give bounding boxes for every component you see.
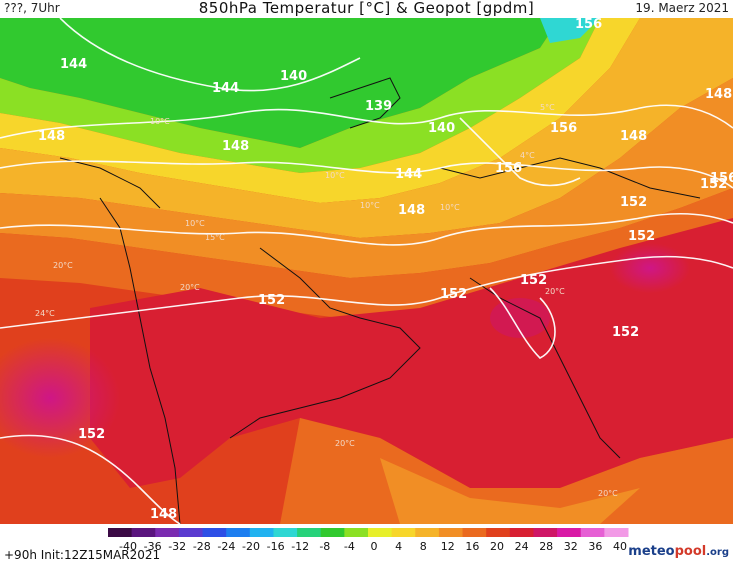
map-header: ???, 7Uhr 850hPa Temperatur [°C] & Geopo… [0,0,733,18]
colorbar-swatch [273,528,298,537]
logo-text-pool: pool [674,544,707,559]
geopotential-label: 139 [365,99,392,114]
meteopool-logo[interactable]: meteopool.org [628,544,729,559]
geopotential-label: 148 [398,203,425,218]
colorbar-swatch [155,528,180,537]
colorbar-tick-label: -8 [319,540,330,553]
colorbar-tick-label: 36 [588,540,602,553]
colorbar-swatch [462,528,487,537]
geopotential-label: 156 [710,171,733,186]
temperature-label: 10°C [440,203,460,212]
geopotential-label: 152 [520,273,547,288]
colorbar-tick-label: -16 [267,540,285,553]
valid-time-label: ???, 7Uhr [4,1,60,15]
colorbar-swatch [320,528,345,537]
temperature-label: 10°C [150,117,170,126]
valid-date: 19. Maerz 2021 [635,1,729,15]
colorbar-tick-label: -40 [119,540,137,553]
colorbar-tick-label: 24 [515,540,529,553]
logo-text-meteo: meteo [628,544,675,559]
colorbar-swatch [368,528,393,537]
geopotential-label: 148 [222,139,249,154]
geopotential-label: 152 [258,293,285,308]
geopotential-label: 140 [280,69,307,84]
colorbar-swatch [202,528,227,537]
temperature-label: 20°C [53,261,73,270]
colorbar-tick-label: 0 [371,540,378,553]
colorbar-swatch [131,528,156,537]
geopotential-label: 156 [495,161,522,176]
geopotential-label: 144 [60,57,87,72]
colorbar-swatch [438,528,464,537]
temperature-label: 20°C [335,439,355,448]
temperature-label: 10°C [185,219,205,228]
geopotential-label: 152 [700,177,727,192]
temperature-label: 20°C [598,489,618,498]
temperature-label: 5°C [540,103,555,112]
colorbar-tick-label: 8 [420,540,427,553]
colorbar-tick-label: -32 [168,540,186,553]
geopotential-label: 148 [150,507,177,522]
colorbar-tick-label: -12 [291,540,309,553]
weather-map: 156 144 144 140 139 140 148 148 148 144 148 156 156 1… [0,17,733,525]
colorbar-swatch [533,528,558,537]
temperature-field: 1561441441401391401481481481441481561561… [0,17,733,525]
geopotential-label: 152 [612,325,639,340]
geopotential-labels: 1561441441401391401481481481441481561561… [38,17,733,522]
geopotential-label: 144 [212,81,239,96]
colorbar-tick-label: 4 [395,540,402,553]
colorbar-swatch [226,528,251,537]
temperature-label: 4°C [520,151,535,160]
colorbar-tick-label: 20 [490,540,504,553]
colorbar-swatch [344,528,369,537]
temperature-label: 20°C [545,287,565,296]
geopotential-label: 156 [575,18,602,32]
colorbar: -40 -36 -32 -28 -24 -20 -16 -12 -8 -4 0 4 8 12 16 20 24 2… [108,528,629,553]
temperature-label: 10°C [325,171,345,180]
run-info: +90h Init:12Z15MAR2021 [4,548,161,562]
colorbar-swatch [297,528,322,537]
geopotential-label: 140 [428,121,455,136]
colorbar-tick-label: 32 [564,540,578,553]
colorbar-swatch [415,528,440,537]
logo-text-org: .org [706,547,729,558]
colorbar-tick-label: -28 [193,540,211,553]
colorbar-tick-label: -4 [344,540,355,553]
temperature-label: 20°C [180,283,200,292]
temperature-label: 15°C [205,233,225,242]
colorbar-swatch [604,528,629,537]
temperature-label: 10°C [360,201,380,210]
colorbar-tick-label: -24 [217,540,235,553]
temperature-labels: 10°C10°C15°C20°C20°C24°C20°C20°C20°C10°C… [35,103,618,498]
map-footer: -40 -36 -32 -28 -24 -20 -16 -12 -8 -4 0 4 8 12 16 20 24 2… [0,524,733,566]
geopotential-contours [0,17,733,525]
colorbar-swatch [391,528,416,537]
geopotential-label: 152 [620,195,647,210]
colorbar-swatch [178,528,204,537]
colorbar-swatch [249,528,274,537]
geopotential-label: 156 [550,121,577,136]
colorbar-tick-label: -20 [242,540,260,553]
temperature-label: 24°C [35,309,55,318]
geopotential-label: 148 [38,129,65,144]
geopotential-label: 152 [628,229,655,244]
colorbar-swatch [486,528,511,537]
geopotential-label: 152 [78,427,105,442]
map-title: 850hPa Temperatur [°C] & Geopot [gpdm] [198,0,535,17]
colorbar-tick-label: 12 [441,540,455,553]
colorbar-tick-label: -36 [144,540,162,553]
geopotential-label: 152 [440,287,467,302]
geopotential-label: 148 [705,87,732,102]
colorbar-swatch [108,528,133,537]
colorbar-swatch [557,528,582,537]
geopotential-label: 144 [395,167,422,182]
geopotential-label: 148 [620,129,647,144]
colorbar-tick-label: 28 [539,540,553,553]
colorbar-tick-label: 40 [613,540,627,553]
colorbar-tick-label: 16 [465,540,479,553]
colorbar-swatch [509,528,534,537]
colorbar-swatch [580,528,605,537]
